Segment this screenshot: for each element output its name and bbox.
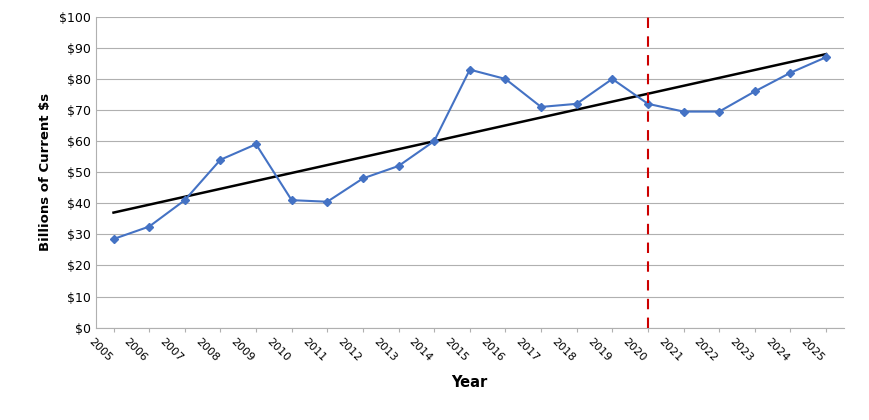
Y-axis label: Billions of Current $s: Billions of Current $s xyxy=(39,93,52,251)
X-axis label: Year: Year xyxy=(451,375,488,390)
